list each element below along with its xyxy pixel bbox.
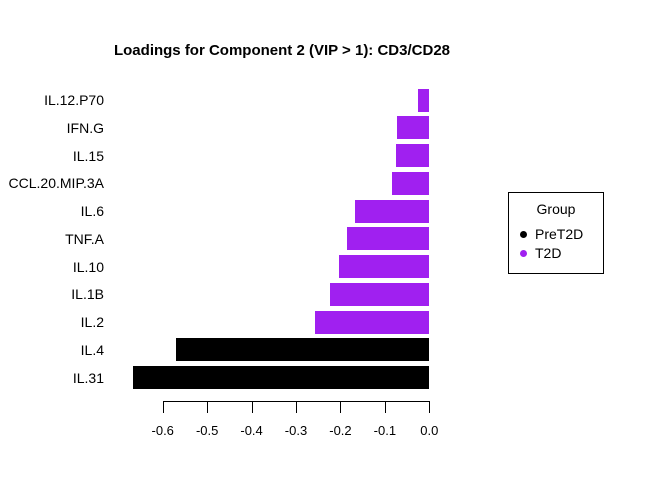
x-axis-tick-label: -0.6 [151, 423, 174, 438]
x-axis-tick [296, 401, 297, 413]
bar-IL.6 [355, 199, 430, 223]
legend-title: Group [536, 201, 576, 217]
x-axis-tick-label: -0.3 [284, 423, 308, 438]
x-axis-tick-label: -0.2 [329, 423, 352, 438]
bar-IL.1B [329, 282, 430, 306]
bar-IL.31 [133, 366, 430, 390]
legend-item-label: T2D [535, 245, 562, 261]
legend-item-pret2d: PreT2D [520, 227, 583, 241]
bar-IFN.G [396, 116, 430, 140]
category-label: IL.15 [72, 147, 104, 164]
x-axis-tick [162, 401, 164, 413]
bar-IL.10 [338, 255, 430, 279]
legend-item-label: PreT2D [535, 226, 584, 242]
category-label: CCL.20.MIP.3A [8, 175, 104, 192]
bar-IL.2 [315, 310, 430, 334]
category-label: IL.4 [80, 341, 104, 358]
legend-marker-icon [520, 249, 527, 257]
x-axis-tick-label: -0.4 [240, 423, 263, 438]
x-axis-tick-label: -0.1 [373, 423, 397, 438]
bar-IL.15 [395, 144, 430, 168]
x-axis-tick-label: -0.5 [195, 423, 219, 438]
legend-box: Group PreT2D T2D [508, 192, 604, 274]
x-axis-tick [251, 401, 253, 413]
category-label: IFN.G [66, 119, 104, 136]
category-label: IL.31 [72, 369, 104, 386]
legend-marker-icon [520, 230, 527, 238]
bar-CCL.20.MIP.3A [391, 171, 430, 195]
legend-item-t2d: T2D [520, 246, 561, 260]
category-label: IL.10 [72, 258, 104, 275]
chart-title: Loadings for Component 2 (VIP > 1): CD3/… [113, 42, 450, 59]
category-label: IL.6 [80, 203, 104, 220]
category-label: IL.1B [71, 286, 104, 303]
x-axis-tick [384, 401, 386, 413]
x-axis-tick [429, 401, 431, 413]
category-label: TNF.A [65, 230, 104, 247]
category-label: IL.2 [80, 314, 104, 331]
x-axis-tick [340, 401, 342, 413]
category-label: IL.12.P70 [44, 92, 104, 109]
bar-IL.4 [176, 338, 430, 362]
bar-IL.12.P70 [418, 88, 430, 112]
x-axis-tick [207, 401, 209, 413]
x-axis-tick-label: 0.0 [420, 423, 439, 438]
bar-TNF.A [347, 227, 430, 251]
